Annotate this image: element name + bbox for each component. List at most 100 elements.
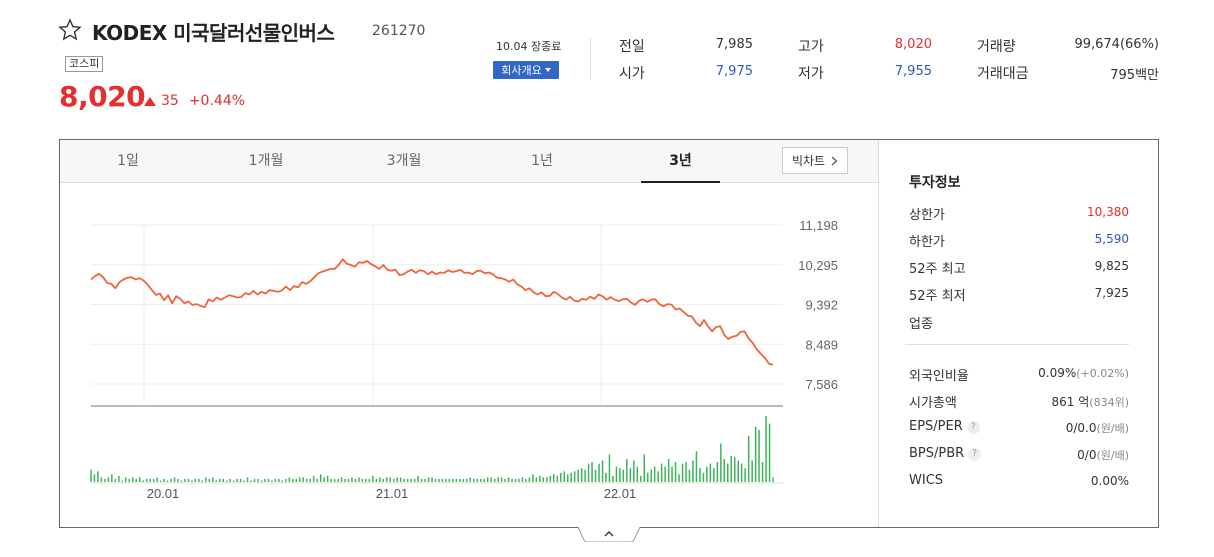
up-arrow-icon [144, 96, 156, 106]
company-overview-button[interactable]: 회사개요 [493, 61, 559, 79]
y-tick-label: 11,198 [799, 218, 838, 233]
y-tick-label: 7,586 [805, 377, 838, 392]
volume-bar [114, 478, 117, 482]
volume-bar [622, 469, 625, 482]
tab-1d[interactable]: 1일 [117, 153, 139, 169]
invest-value-text-market-cap: 861 억 [1051, 395, 1090, 409]
quote-label-volume: 거래량 [977, 39, 1016, 55]
volume-bar [535, 477, 538, 482]
collapse-toggle[interactable] [578, 527, 640, 542]
volume-bar [636, 466, 638, 482]
bigchart-button[interactable]: 빅차트 [782, 147, 848, 174]
invest-label-eps-per: EPS/PER? [909, 419, 980, 434]
invest-value-market-cap: 861 억(834위) [990, 393, 1129, 410]
invest-value-52w-low: 7,925 [1094, 286, 1129, 300]
period-tabs: 1일 1개월 3개월 1년 3년 [60, 140, 878, 183]
volume-bar [685, 462, 687, 482]
price-change: 35 +0.44% [144, 93, 245, 109]
volume-bar [507, 477, 510, 482]
volume-bar [205, 477, 207, 482]
volume-bar [337, 478, 339, 482]
help-icon[interactable]: ? [968, 448, 982, 461]
y-tick-label: 8,489 [805, 337, 838, 352]
price-chart[interactable]: 11,198 10,295 9,392 8,489 7,586 20.01 21.01 22.… [60, 184, 878, 509]
invest-label-sector: 업종 [909, 317, 933, 332]
volume-bar [198, 478, 200, 482]
volume-bar [333, 478, 336, 482]
chevron-up-icon [604, 531, 614, 537]
quote-value-volume: 99,674(66%) [1074, 37, 1159, 52]
volume-bar [413, 478, 416, 482]
volume-bar [226, 480, 228, 482]
volume-bar [647, 472, 649, 482]
volume-bar [236, 478, 238, 482]
volume-bar [500, 477, 503, 482]
tab-1m[interactable]: 1개월 [248, 153, 284, 169]
current-price: 8,020 [59, 80, 146, 113]
volume-bar [379, 477, 381, 482]
volume-bar [765, 416, 767, 482]
volume-bar [598, 463, 600, 482]
volume-bar [239, 478, 242, 482]
invest-label-market-cap: 시가총액 [909, 392, 957, 411]
volume-bar [166, 480, 169, 482]
volume-bar [504, 478, 506, 482]
volume-bar [312, 475, 315, 482]
volume-bar [730, 455, 732, 482]
volume-bar [90, 469, 92, 482]
volume-bar [455, 478, 458, 482]
invest-label-text-eps-per: EPS/PER [909, 419, 963, 434]
volume-bar [347, 478, 350, 482]
volume-bar [445, 478, 447, 482]
volume-bar [274, 478, 277, 482]
quote-value-open: 7,975 [715, 64, 753, 79]
tab-1y[interactable]: 1년 [531, 153, 553, 169]
star-icon[interactable] [58, 18, 82, 42]
volume-bar [497, 477, 499, 482]
volume-bar [375, 478, 378, 482]
volume-bar [184, 478, 186, 482]
volume-bar [473, 478, 475, 482]
volume-bar [723, 459, 725, 482]
volume-bar [330, 478, 332, 482]
volume-bar [417, 475, 419, 482]
volume-bar [361, 478, 364, 482]
volume-bar [323, 477, 325, 482]
volume-bar [584, 469, 586, 482]
volume-bar [107, 477, 110, 482]
invest-sub-bps-pbr: (원/배) [1096, 449, 1129, 462]
invest-label-text-market-cap: 시가총액 [909, 396, 957, 411]
volume-bar [410, 478, 412, 482]
volume-bar [177, 478, 179, 482]
volume-bar [737, 460, 739, 482]
volume-bar [288, 477, 291, 482]
volume-bar [587, 463, 590, 482]
volume-bar [368, 478, 371, 482]
volume-bar [194, 478, 197, 482]
volume-bar [208, 478, 211, 482]
volume-bar [452, 478, 454, 482]
invest-value-foreign-ratio: 0.09%(+0.02%) [990, 366, 1129, 380]
header-divider [590, 38, 591, 80]
volume-bar [170, 478, 172, 482]
volume-bar [747, 436, 750, 482]
volume-bar [493, 478, 496, 482]
tab-3y[interactable]: 3년 [669, 153, 692, 169]
volume-bar [365, 478, 367, 482]
volume-bar [716, 462, 719, 482]
invest-value-lower-limit: 5,590 [1094, 232, 1129, 246]
volume-bar [396, 477, 398, 482]
volume-bar [215, 480, 217, 482]
volume-bar [643, 454, 645, 482]
volume-bar [302, 477, 304, 482]
volume-bar [344, 478, 346, 482]
invest-sub-eps-per: (원/배) [1096, 422, 1129, 435]
volume-bar [601, 460, 604, 482]
volume-bar [219, 478, 221, 482]
volume-bar [577, 469, 579, 482]
invest-label-bps-pbr: BPS/PBR? [909, 446, 982, 461]
volume-bar [132, 477, 134, 482]
invest-label-foreign-ratio: 외국인비율 [909, 365, 969, 384]
help-icon[interactable]: ? [966, 421, 980, 434]
tab-3m[interactable]: 3개월 [386, 153, 422, 169]
